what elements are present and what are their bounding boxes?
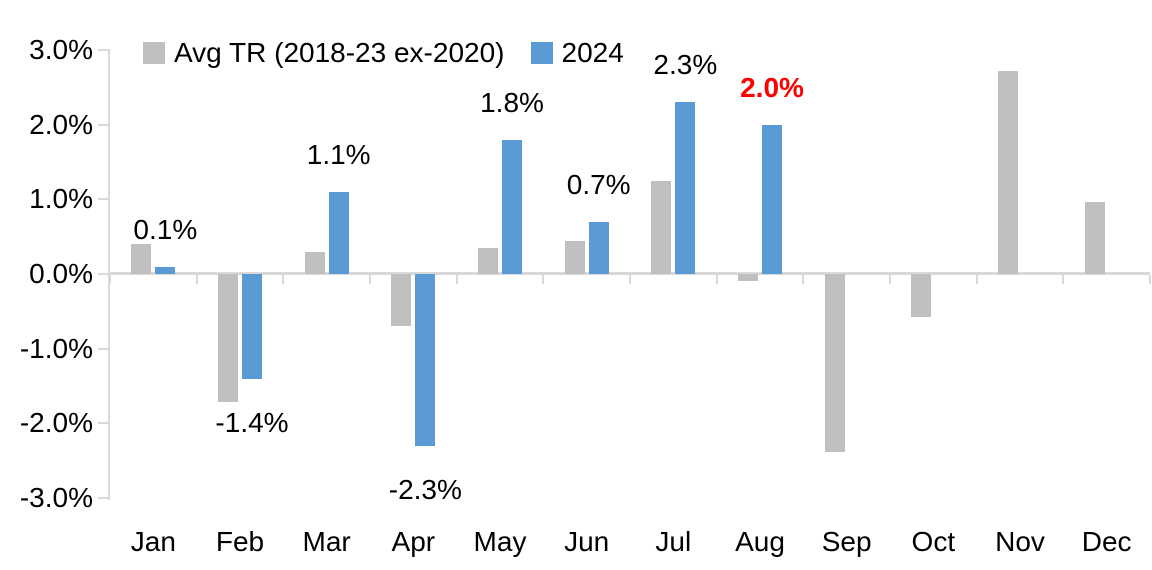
x-axis-tick bbox=[195, 275, 198, 284]
y-axis-tick bbox=[98, 49, 108, 51]
legend-swatch-avg-tr-icon bbox=[143, 42, 165, 64]
chart-legend: Avg TR (2018-23 ex-2020) 2024 bbox=[143, 38, 624, 68]
bar-2024-feb bbox=[242, 274, 262, 379]
x-axis-label-sep: Sep bbox=[821, 526, 872, 557]
bar-2024-may bbox=[502, 139, 522, 274]
bar-2024-mar bbox=[328, 191, 349, 274]
x-axis-tick bbox=[455, 275, 458, 284]
x-axis-tick bbox=[975, 275, 978, 284]
x-axis-label-aug: Aug bbox=[735, 526, 785, 557]
bar-2024-apr bbox=[415, 274, 436, 446]
y-axis-tick bbox=[98, 123, 108, 126]
y-axis-label: -1.0% bbox=[19, 332, 93, 364]
bar-2024-jan bbox=[155, 266, 176, 274]
y-axis-label: 2.0% bbox=[29, 108, 93, 140]
y-axis-tick bbox=[98, 273, 108, 275]
x-axis-label-dec: Dec bbox=[1081, 526, 1132, 557]
x-axis-line bbox=[110, 272, 1150, 275]
bar-avg-feb bbox=[218, 274, 238, 403]
data-label-jan: 0.1% bbox=[133, 213, 198, 245]
y-axis-label: -3.0% bbox=[19, 482, 93, 513]
bar-avg-aug bbox=[738, 274, 758, 281]
x-axis-tick bbox=[282, 275, 285, 284]
x-axis-tick bbox=[629, 275, 631, 284]
x-axis-label-jan: Jan bbox=[130, 526, 176, 557]
y-axis-label: -2.0% bbox=[19, 407, 93, 439]
x-axis-label-nov: Nov bbox=[995, 526, 1045, 557]
x-axis-tick bbox=[889, 275, 891, 284]
bar-avg-apr bbox=[391, 274, 412, 327]
bar-avg-sep bbox=[824, 274, 845, 452]
bar-2024-aug bbox=[762, 124, 782, 274]
y-axis-label: 1.0% bbox=[29, 183, 93, 215]
x-axis-tick bbox=[802, 275, 805, 284]
x-axis-tick bbox=[109, 275, 111, 284]
x-axis-label-oct: Oct bbox=[911, 526, 956, 557]
data-label-apr: -2.3% bbox=[388, 473, 462, 505]
x-axis-tick bbox=[715, 275, 718, 284]
x-axis-label-feb: Feb bbox=[215, 526, 265, 557]
bar-avg-jul bbox=[651, 181, 672, 274]
x-axis-tick bbox=[1149, 275, 1151, 284]
legend-label-2024: 2024 bbox=[561, 37, 624, 68]
data-label-aug: 2.0% bbox=[740, 71, 804, 103]
bar-2024-jun bbox=[588, 221, 609, 274]
y-axis-label: 3.0% bbox=[29, 34, 93, 65]
legend-item-2024: 2024 bbox=[530, 37, 624, 68]
bar-avg-jun bbox=[564, 241, 585, 274]
bar-avg-jan bbox=[131, 244, 152, 274]
legend-label-avg-tr: Avg TR (2018-23 ex-2020) bbox=[174, 37, 505, 68]
bar-avg-may bbox=[478, 247, 498, 274]
x-axis-tick bbox=[1062, 275, 1065, 284]
y-axis-tick bbox=[98, 198, 108, 201]
data-label-may: 1.8% bbox=[480, 86, 544, 118]
data-label-mar: 1.1% bbox=[306, 138, 371, 170]
data-label-jul: 2.3% bbox=[653, 49, 718, 81]
data-label-feb: -1.4% bbox=[215, 406, 289, 438]
legend-swatch-2024-icon bbox=[530, 42, 553, 64]
y-axis-label: 0.0% bbox=[29, 258, 93, 289]
legend-item-avg-tr: Avg TR (2018-23 ex-2020) bbox=[143, 38, 505, 68]
bar-avg-nov bbox=[998, 70, 1018, 274]
y-axis-tick bbox=[98, 347, 108, 350]
y-axis-tick bbox=[98, 422, 108, 425]
bar-avg-mar bbox=[304, 252, 325, 274]
bar-2024-jul bbox=[675, 102, 696, 274]
x-axis-tick bbox=[369, 275, 371, 284]
x-axis-tick bbox=[542, 275, 545, 284]
bar-avg-oct bbox=[911, 274, 932, 318]
x-axis-label-may: May bbox=[473, 526, 527, 557]
bar-avg-dec bbox=[1084, 201, 1105, 274]
y-axis-tick bbox=[98, 497, 108, 499]
x-axis-label-jul: Jul bbox=[655, 526, 692, 557]
x-axis-label-jun: Jun bbox=[564, 526, 610, 557]
data-label-jun: 0.7% bbox=[566, 168, 631, 200]
y-axis-line bbox=[108, 49, 110, 500]
x-axis-label-mar: Mar bbox=[302, 526, 351, 557]
x-axis-label-apr: Apr bbox=[391, 526, 436, 557]
